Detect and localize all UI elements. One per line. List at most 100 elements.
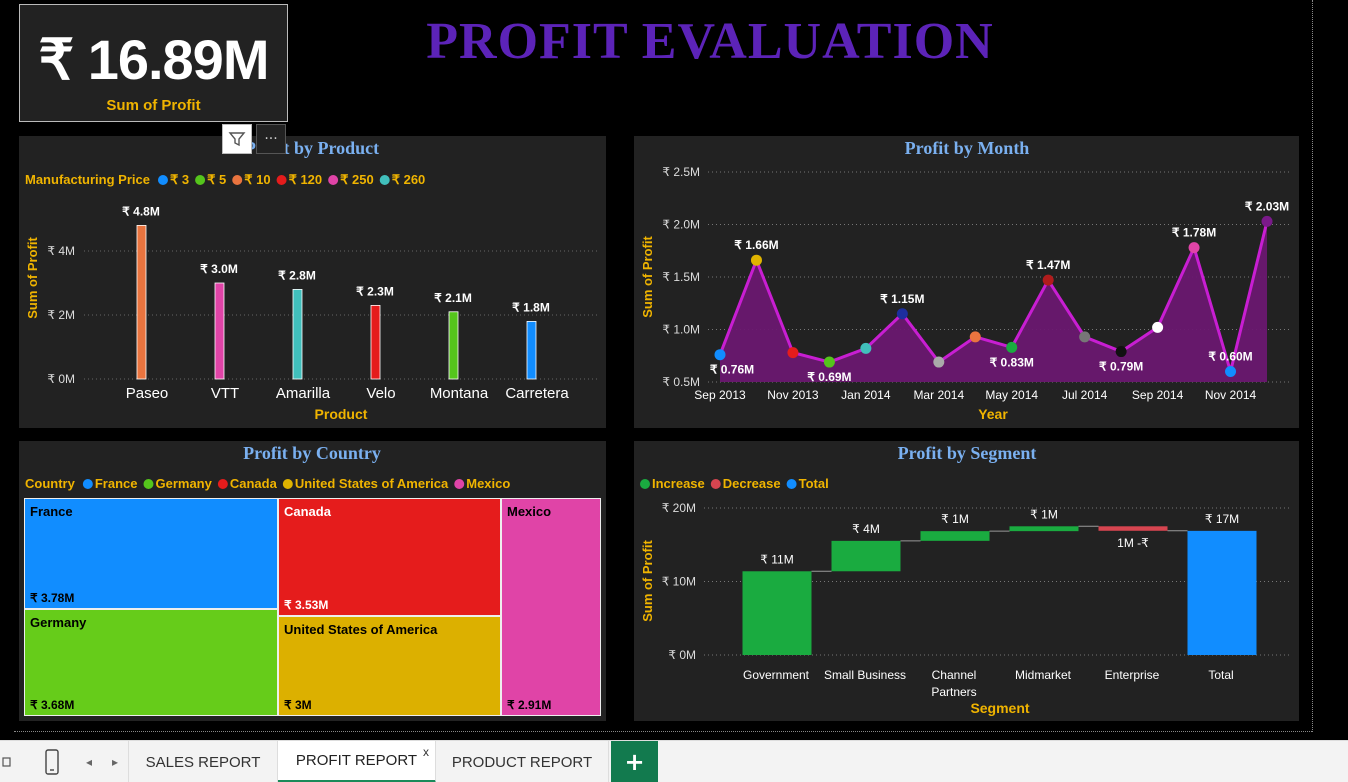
legend-marker	[710, 479, 721, 489]
data-point	[1115, 346, 1127, 358]
legend-item-label: Canada	[230, 476, 278, 491]
bar-data-label: ₹ 17M	[1205, 512, 1239, 526]
legend-marker	[217, 479, 228, 489]
treemap-cell-france[interactable]: France ₹ 3.78M	[24, 498, 278, 609]
point-data-label: ₹ 1.47M	[1026, 258, 1070, 272]
y-axis-title: Sum of Profit	[640, 540, 655, 622]
legend-marker	[276, 175, 287, 185]
point-data-label: ₹ 2.03M	[1245, 199, 1289, 213]
data-point	[823, 356, 835, 368]
tab-profit-report[interactable]: PROFIT REPORT x	[278, 741, 436, 782]
treemap-label: Canada	[284, 504, 331, 519]
point-data-label: ₹ 1.66M	[734, 238, 778, 252]
treemap-cell-germany[interactable]: Germany ₹ 3.68M	[24, 609, 278, 716]
treemap-cell-canada[interactable]: Canada ₹ 3.53M	[278, 498, 501, 616]
legend-marker	[143, 479, 154, 489]
bar-data-label: ₹ 3.0M	[200, 262, 238, 276]
profit-by-country-chart[interactable]: Profit by Country Country France Germany Can…	[19, 441, 606, 721]
treemap-value: ₹ 2.91M	[507, 698, 552, 712]
scroll-right-icon[interactable]: ▸	[111, 755, 119, 769]
country-legend-svg: Profit by Country Country France Germany Can…	[25, 443, 510, 491]
x-tick-label: Nov 2014	[1205, 388, 1257, 402]
legend-marker	[157, 175, 168, 185]
data-point	[714, 349, 726, 361]
waterfall-bar	[920, 531, 990, 541]
point-data-label: ₹ 1.78M	[1172, 226, 1216, 240]
x-tick-label: Sep 2013	[694, 388, 746, 402]
x-tick-label: Mar 2014	[913, 388, 964, 402]
legend-marker	[454, 479, 465, 489]
legend-marker	[328, 175, 339, 185]
report-canvas: ₹ 16.89M Sum of Profit PROFIT EVALUATION…	[14, 0, 1313, 732]
chart-title: Profit by Segment	[898, 443, 1037, 463]
bar-data-label: ₹ 1.8M	[512, 300, 550, 314]
month-area-chart-svg: Profit by Month ₹ 0.5M ₹ 1.0M ₹ 1.5M ₹ 2.0M ₹…	[640, 138, 1292, 422]
data-point	[1225, 366, 1237, 377]
close-tab-icon[interactable]: x	[423, 745, 429, 759]
kpi-card-sum-of-profit[interactable]: ₹ 16.89M Sum of Profit	[19, 4, 288, 122]
page-tab-bar: ◂ ▸ SALES REPORT PROFIT REPORT x PRODUCT…	[0, 740, 1348, 782]
tab-product-report[interactable]: PRODUCT REPORT	[436, 741, 609, 782]
profit-by-month-chart[interactable]: Profit by Month ₹ 0.5M ₹ 1.0M ₹ 1.5M ₹ 2.0M ₹…	[634, 136, 1299, 428]
y-tick-label: ₹ 20M	[662, 501, 696, 515]
page-boundary-right	[1312, 0, 1313, 732]
treemap-cell-mexico[interactable]: Mexico ₹ 2.91M	[501, 498, 601, 716]
y-tick-label: ₹ 2.0M	[662, 218, 700, 232]
legend-item-label: ₹ 260	[392, 172, 426, 187]
x-tick-label: Channel	[932, 668, 977, 682]
data-point	[1188, 242, 1200, 254]
legend-marker	[195, 175, 206, 185]
kpi-label: Sum of Profit	[106, 97, 201, 114]
legend-item-label: ₹ 120	[289, 172, 323, 187]
scroll-left-icon[interactable]: ◂	[85, 755, 93, 769]
x-tick-label: Midmarket	[1015, 668, 1072, 682]
filter-icon[interactable]	[222, 124, 252, 154]
x-tick-label: Total	[1208, 668, 1233, 682]
tab-sales-report[interactable]: SALES REPORT	[128, 741, 278, 782]
x-axis-title: Segment	[970, 700, 1029, 716]
bar	[526, 320, 537, 380]
point-data-label: ₹ 0.69M	[807, 370, 851, 384]
profit-by-segment-chart[interactable]: Profit by Segment Increase Decrease Total ₹ …	[634, 441, 1299, 721]
bar	[292, 288, 303, 380]
y-tick-label: ₹ 0.5M	[662, 375, 700, 389]
x-tick-label: Nov 2013	[767, 388, 819, 402]
more-options-icon[interactable]: ···	[256, 124, 286, 154]
data-point	[1261, 215, 1273, 227]
x-axis-title: Product	[315, 406, 368, 422]
mobile-layout-icon[interactable]	[36, 741, 68, 782]
y-tick-label: ₹ 0M	[47, 372, 75, 386]
legend-marker	[640, 479, 650, 489]
point-data-label: ₹ 1.15M	[880, 292, 924, 306]
y-tick-label: ₹ 1.5M	[662, 270, 700, 284]
y-tick-label: ₹ 2.5M	[662, 165, 700, 179]
treemap-value: ₹ 3M	[284, 698, 312, 712]
bar-data-label: ₹ 11M	[760, 552, 793, 566]
bar-data-label: ₹ 2.8M	[278, 268, 316, 282]
point-data-label: ₹ 0.60M	[1208, 350, 1252, 364]
data-point	[750, 254, 762, 266]
x-tick-label: Velo	[366, 385, 395, 402]
treemap-label: Germany	[30, 615, 87, 630]
add-page-button[interactable]: +	[611, 741, 658, 782]
legend-item-label: ₹ 5	[207, 172, 226, 187]
legend-item-label: United States of America	[295, 476, 449, 491]
page-view-icon[interactable]	[0, 741, 14, 782]
treemap-cell-united-states[interactable]: United States of America ₹ 3M	[278, 616, 501, 716]
y-tick-label: ₹ 2M	[47, 308, 75, 322]
data-point	[969, 331, 981, 343]
tab-label: PROFIT REPORT	[295, 752, 418, 769]
x-tick-label: Small Business	[824, 668, 906, 682]
legend-item-label: France	[95, 476, 138, 491]
segment-waterfall-svg: Profit by Segment Increase Decrease Total ₹ …	[640, 443, 1292, 716]
legend-title: Country	[25, 476, 76, 491]
chart-title: Profit by Month	[905, 138, 1030, 158]
data-point	[860, 342, 872, 354]
y-axis-title: Sum of Profit	[640, 236, 655, 318]
y-tick-label: ₹ 10M	[662, 575, 696, 589]
waterfall-bar	[1009, 526, 1079, 532]
bar	[136, 225, 147, 380]
visual-header-toolbar: ···	[222, 124, 288, 154]
profit-by-product-chart[interactable]: Profit by Product Manufacturing Price ₹ 3 ₹…	[19, 136, 606, 428]
